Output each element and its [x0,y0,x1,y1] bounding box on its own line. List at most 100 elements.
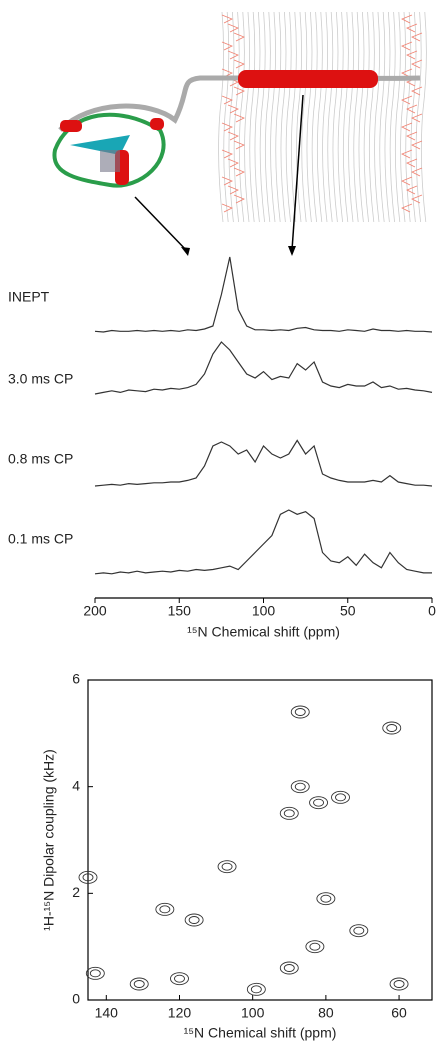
lipid-head [411,194,423,204]
spectrum [94,509,432,575]
lipid [296,11,302,223]
contour-line [382,721,402,735]
lipid-head [221,14,233,24]
x-tick-label: 80 [318,1005,334,1021]
lipid [420,11,427,223]
lipid [290,11,297,223]
x-tick-label: 140 [95,1005,119,1021]
contour-line [389,977,409,991]
contour-line [305,940,325,954]
lipid [264,11,271,223]
lipid [280,11,287,223]
contour-line [335,793,346,802]
lipid-head [233,86,245,96]
contour-line [283,809,295,818]
lipid-head [411,59,423,69]
contour-line [320,894,332,903]
lipid [244,11,250,223]
lipid [394,11,401,223]
lipid-head [227,23,239,33]
lipid-head [411,167,423,177]
lipid-head [221,149,233,159]
y-tick-label: 0 [72,991,80,1007]
lipid [311,11,318,223]
contour-line [290,780,310,794]
contour-line [221,862,233,871]
contour-peak [290,705,310,719]
contour-line [331,790,350,804]
contour-peak [309,796,329,810]
lipid-head [401,95,413,105]
x-tick-label: 150 [168,603,192,619]
contour-line [170,972,189,986]
contour-line [246,982,266,996]
contour-line [294,782,306,791]
x-tick-label: 100 [252,603,276,619]
lipid [327,11,334,223]
y-tick-label: 4 [72,777,80,793]
y-tick-label: 6 [72,671,80,687]
lipid-head [227,185,239,195]
protein-loop [52,112,166,188]
contour-line [316,892,336,906]
lipid-head [401,68,413,78]
lipid-head [401,176,413,186]
lipid-head [221,41,233,51]
lipid-head [406,104,418,114]
lipid [384,11,391,223]
contour-line [309,796,329,810]
lipid [223,11,230,223]
y-axis-label: ¹H-¹⁵N Dipolar coupling (kHz) [41,749,57,931]
lipid [285,11,292,223]
contour-peak [290,780,310,794]
y-tick-label: 2 [72,884,80,900]
lipid [400,11,406,223]
lipid-head [233,32,245,42]
lipid-head [401,14,413,24]
contour-line [174,974,185,983]
lipid [259,11,266,223]
lipid-head [406,131,418,141]
lipid-head [401,122,413,132]
helix [150,118,164,130]
lipid-head [233,113,245,123]
x-axis-label: ¹⁵N Chemical shift (ppm) [184,1025,337,1041]
lipid [348,11,354,223]
plot-frame [87,679,433,1001]
lipid-head [406,158,418,168]
lipid-head [227,104,239,114]
lipid-head [233,167,245,177]
contour-line [188,916,200,924]
contour-line [294,708,306,716]
lipid [374,11,380,223]
contour-peak [217,860,237,874]
lipid [233,11,240,223]
lipid [301,11,308,223]
lipid-head [401,203,413,213]
contour-peak [85,966,105,980]
contour-line [279,806,299,820]
arrow [134,196,189,253]
contour-line [393,980,405,988]
series-label: 0.1 ms CP [8,531,73,547]
lipid-head [406,23,418,33]
lipid-head [227,50,239,60]
contour-line [386,724,398,732]
contour-peak [349,924,369,938]
contour-line [290,705,310,719]
lipid-head [233,59,245,69]
contour-line [353,926,365,935]
lipid [218,11,224,223]
contour-peak [78,870,98,884]
contour-panel: 140 120 100 80 60 0 2 4 6 ¹⁵N Chemical shift (ppm… [41,671,433,1041]
contour-line [129,977,149,991]
contour-peak [382,721,402,735]
series-label: INEPT [8,289,50,305]
lipid-head [406,185,418,195]
lipid [358,11,365,223]
lipid-head [411,32,423,42]
spectrum [94,341,433,395]
lipid-head [411,86,423,96]
lipid-head [411,140,423,150]
lipid [316,11,323,223]
